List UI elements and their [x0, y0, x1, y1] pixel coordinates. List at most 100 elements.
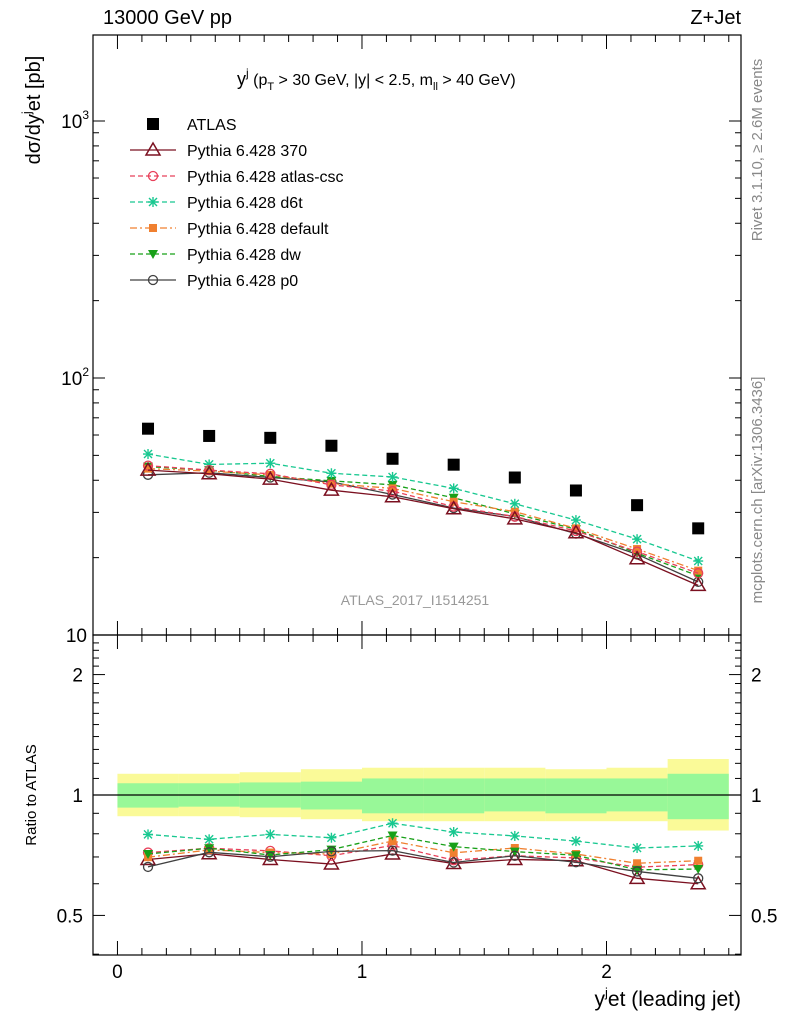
main-point-d6t — [448, 483, 459, 494]
main-point-p370 — [384, 488, 401, 503]
ratio-point-p0 — [631, 866, 643, 877]
ratio-point-p0 — [265, 851, 276, 862]
main-point-d6t — [387, 471, 398, 482]
plot-title: yj (pT > 30 GeV, |y| < 2.5, mll > 40 GeV… — [237, 66, 516, 93]
legend-label: Pythia 6.428 370 — [187, 143, 307, 160]
ratio-y-tick-label: 2 — [72, 666, 83, 687]
main-point-atlas — [631, 499, 644, 512]
ratio-point-dw — [448, 842, 459, 852]
main-point-p370 — [689, 576, 707, 592]
main-point-atlas_csc — [326, 479, 337, 490]
legend-marker — [149, 224, 157, 232]
main-line-p0 — [147, 472, 699, 583]
ratio-uncertainty-bands — [93, 759, 741, 831]
ratio-point-p0 — [204, 847, 215, 858]
ratio-line-dw — [147, 834, 699, 871]
main-point-default — [633, 545, 642, 554]
ratio-line-p370 — [147, 853, 699, 885]
ratio-point-p0 — [509, 850, 520, 861]
legend-marker — [144, 141, 162, 156]
main-line-p370 — [147, 469, 699, 586]
main-y-axis-title: dσ/dyjet [pb] — [19, 56, 45, 165]
x-tick-label: 2 — [601, 962, 612, 983]
rivet-version-label: Rivet 3.1.10, ≥ 2.6M events — [749, 59, 766, 242]
main-point-p370 — [261, 470, 279, 485]
legend-item-dw: Pythia 6.428 dw — [130, 247, 301, 264]
ratio-point-d6t — [143, 829, 154, 840]
main-point-default — [266, 470, 275, 479]
ratio-y-tick-label: 1 — [72, 786, 83, 807]
main-point-d6t — [143, 449, 154, 460]
main-line-d6t — [147, 453, 699, 562]
ratio-point-p0 — [142, 861, 154, 873]
main-y-tick-label: 103 — [61, 108, 89, 133]
ratio-series — [139, 818, 707, 890]
legend-label: Pythia 6.428 d6t — [187, 195, 303, 212]
ratio-y-tick-label-right: 0.5 — [751, 906, 777, 927]
analysis-id-label: ATLAS_2017_I1514251 — [341, 592, 490, 608]
main-point-atlas_csc — [387, 485, 398, 497]
svg-text:dσ/dyjet [pb]: dσ/dyjet [pb] — [19, 56, 45, 165]
x-axis-title: yjet (leading jet) — [595, 985, 741, 1011]
main-point-p370 — [506, 510, 524, 525]
legend-item-p0: Pythia 6.428 p0 — [130, 273, 298, 290]
ratio-point-d6t — [387, 818, 398, 829]
main-series — [139, 422, 707, 592]
main-point-atlas_csc — [631, 546, 643, 557]
legend-label: Pythia 6.428 atlas-csc — [187, 169, 344, 186]
ratio-point-d6t — [204, 834, 215, 845]
legend-marker — [148, 250, 158, 259]
ratio-point-p370 — [628, 869, 646, 885]
ratio-point-d6t — [265, 829, 276, 840]
main-point-atlas_csc — [265, 468, 276, 479]
main-y-tick-label: 10 — [66, 626, 87, 647]
ratio-point-d6t — [693, 840, 704, 851]
main-line-dw — [147, 465, 699, 577]
ratio-point-d6t — [570, 836, 581, 847]
legend-item-d6t: Pythia 6.428 d6t — [130, 195, 303, 212]
header-right: Z+Jet — [690, 7, 741, 29]
ratio-line-p0 — [147, 849, 699, 879]
ratio-point-d6t — [509, 830, 520, 841]
main-point-atlas — [142, 422, 155, 435]
main-point-d6t — [509, 498, 520, 509]
main-point-atlas — [447, 458, 460, 471]
ratio-point-d6t — [448, 827, 459, 838]
main-point-p370 — [139, 461, 157, 476]
ratio-band-inner — [423, 778, 485, 814]
main-point-p370 — [200, 465, 218, 480]
ratio-point-default — [633, 859, 642, 868]
ratio-point-p0 — [326, 846, 337, 857]
ratio-point-dw — [693, 865, 704, 875]
legend-marker — [147, 118, 159, 130]
ratio-line-atlas_csc — [147, 844, 699, 868]
legend-marker — [147, 170, 159, 182]
main-point-atlas — [569, 484, 582, 497]
legend: ATLAS Pythia 6.428 370 Pythia 6.428 atlas-… — [130, 117, 344, 290]
ratio-point-p370 — [323, 855, 340, 870]
x-tick-label: 0 — [112, 962, 123, 983]
main-point-atlas — [692, 522, 705, 535]
ratio-point-d6t — [632, 843, 643, 854]
legend-item-atlas_csc: Pythia 6.428 atlas-csc — [130, 169, 344, 186]
main-point-default — [694, 566, 703, 575]
main-point-default — [571, 524, 580, 533]
ratio-point-d6t — [326, 832, 337, 843]
legend-label: Pythia 6.428 p0 — [187, 273, 298, 290]
main-point-default — [205, 467, 214, 476]
ratio-point-p0 — [570, 857, 582, 868]
main-point-p370 — [567, 524, 585, 539]
ratio-y-tick-label-right: 1 — [751, 786, 762, 807]
legend-label: ATLAS — [187, 117, 237, 134]
main-point-p370 — [323, 481, 340, 496]
axes: 10 102 103 0 1 2 0.5 0.5 1 1 2 2 — [57, 34, 777, 983]
main-point-d6t — [570, 515, 581, 526]
legend-item-default: Pythia 6.428 default — [130, 221, 329, 238]
main-point-d6t — [326, 468, 337, 479]
ratio-point-p0 — [448, 857, 459, 868]
ratio-point-p0 — [387, 845, 398, 856]
legend-label: Pythia 6.428 default — [187, 221, 329, 238]
ratio-point-dw — [570, 851, 581, 861]
main-point-atlas — [386, 452, 399, 465]
